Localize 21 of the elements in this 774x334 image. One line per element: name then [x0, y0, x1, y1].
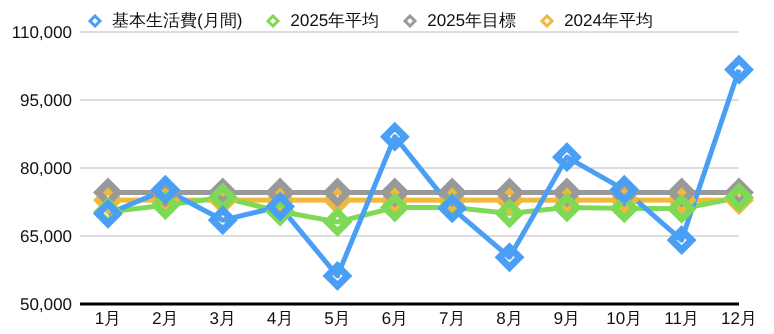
- y-tick-label: 110,000: [12, 23, 72, 42]
- y-tick-label: 50,000: [20, 295, 72, 314]
- x-tick-label: 4月: [266, 309, 294, 328]
- legend-label: 2025年平均: [290, 10, 380, 32]
- x-tick-label: 12月: [721, 309, 757, 328]
- y-tick-label: 95,000: [20, 91, 72, 110]
- x-tick-label: 1月: [94, 309, 122, 328]
- x-tick-label: 10月: [606, 309, 642, 328]
- x-tick-label: 11月: [664, 309, 699, 328]
- legend-label: 2024年平均: [564, 10, 653, 32]
- x-tick-label: 2月: [152, 309, 179, 328]
- x-tick-label: 3月: [209, 309, 236, 328]
- legend-label: 2025年目標: [427, 10, 516, 32]
- x-tick-label: 6月: [382, 309, 408, 328]
- x-tick-label: 8月: [496, 309, 523, 328]
- y-tick-label: 80,000: [20, 159, 72, 178]
- legend-label: 基本生活費(月間): [112, 10, 242, 32]
- x-tick-label: 9月: [554, 309, 580, 328]
- x-tick-label: 5月: [324, 309, 351, 328]
- x-tick-label: 7月: [438, 309, 466, 328]
- y-tick-label: 65,000: [20, 227, 72, 246]
